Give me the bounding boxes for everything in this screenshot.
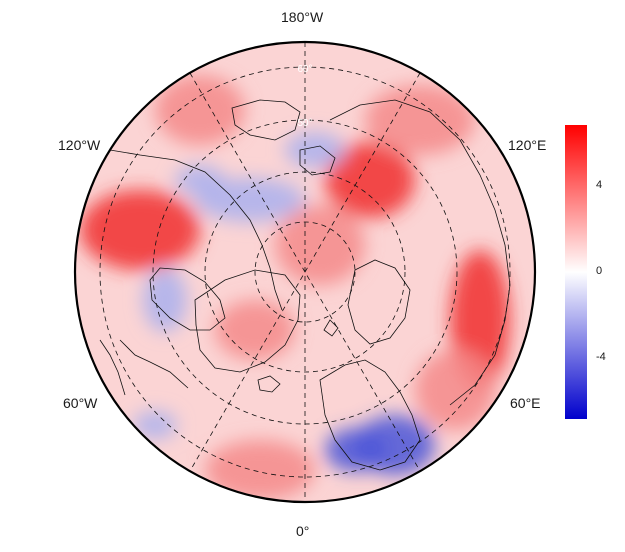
graticule <box>99 42 511 502</box>
anomaly-region <box>205 440 315 500</box>
lat-label-50: 50° <box>297 118 312 129</box>
anomaly-region <box>325 428 385 472</box>
colorbar <box>565 125 587 419</box>
anomaly-region <box>143 268 187 332</box>
anomaly-region <box>80 190 200 270</box>
meridian-120-300 <box>189 72 421 472</box>
lon-label-0: 0° <box>296 523 310 539</box>
lon-label-60w: 60°W <box>63 395 98 411</box>
colorbar-tick-label: 0 <box>596 265 603 277</box>
anomaly-region <box>133 411 177 439</box>
lon-label-120w: 120°W <box>58 137 101 153</box>
lon-label-120e: 120°E <box>508 137 547 153</box>
anomaly-region <box>155 75 245 145</box>
anomaly-region <box>215 300 295 360</box>
anomaly-region <box>415 350 495 430</box>
lon-label-60e: 60°E <box>510 395 541 411</box>
anomaly-region <box>175 165 225 195</box>
lat-label-60: 60° <box>297 64 312 75</box>
map-border <box>73 40 537 504</box>
lat-circle-50 <box>99 66 511 478</box>
coastlines <box>99 99 511 471</box>
colorbar-tick-label: 4 <box>596 178 603 191</box>
anomaly-region <box>275 205 365 285</box>
anomaly-region <box>195 178 305 222</box>
lon-label-180w: 180°W <box>281 9 324 25</box>
colorbar-tick-label: -4 <box>596 351 606 364</box>
anomaly-region <box>365 85 475 155</box>
anomaly-region <box>285 132 345 168</box>
